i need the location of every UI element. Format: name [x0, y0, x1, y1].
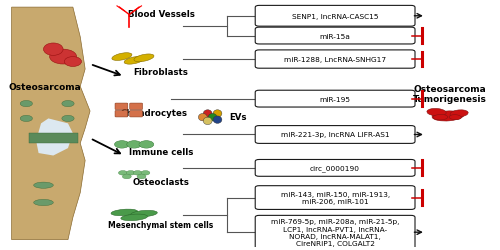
Ellipse shape — [132, 146, 136, 148]
Text: miR-1288, LncRNA-SNHG17: miR-1288, LncRNA-SNHG17 — [284, 57, 386, 63]
Ellipse shape — [213, 110, 222, 118]
FancyBboxPatch shape — [115, 104, 128, 110]
Text: SENP1, lncRNA-CASC15: SENP1, lncRNA-CASC15 — [292, 14, 378, 20]
FancyBboxPatch shape — [130, 104, 142, 110]
Ellipse shape — [204, 118, 212, 125]
Ellipse shape — [150, 144, 154, 146]
FancyBboxPatch shape — [130, 111, 142, 117]
Ellipse shape — [136, 142, 140, 144]
Polygon shape — [36, 119, 73, 156]
Ellipse shape — [140, 142, 144, 144]
FancyBboxPatch shape — [255, 91, 415, 108]
Text: miR-143, miR-150, miR-1913,
miR-206, miR-101: miR-143, miR-150, miR-1913, miR-206, miR… — [280, 191, 390, 204]
FancyBboxPatch shape — [255, 186, 415, 210]
Ellipse shape — [432, 112, 464, 122]
Ellipse shape — [140, 146, 144, 148]
Ellipse shape — [121, 214, 148, 221]
Text: Blood Vessels: Blood Vessels — [128, 10, 194, 19]
Ellipse shape — [427, 109, 446, 116]
Text: miR-221-3p, lncRNA LIFR-AS1: miR-221-3p, lncRNA LIFR-AS1 — [281, 132, 390, 138]
Ellipse shape — [111, 209, 138, 216]
Ellipse shape — [44, 44, 63, 56]
Text: miR-769-5p, miR-208a, miR-21-5p,
LCP1, lncRNA-PVT1, lncRNA-
NORAD, lncRNA-MALAT1: miR-769-5p, miR-208a, miR-21-5p, LCP1, l… — [271, 218, 400, 246]
Ellipse shape — [20, 116, 32, 122]
FancyBboxPatch shape — [255, 28, 415, 45]
Ellipse shape — [144, 146, 148, 148]
Ellipse shape — [433, 115, 448, 120]
Ellipse shape — [127, 141, 142, 148]
Ellipse shape — [34, 200, 54, 206]
Ellipse shape — [116, 146, 120, 148]
Ellipse shape — [213, 116, 222, 124]
Ellipse shape — [137, 174, 146, 179]
Ellipse shape — [208, 114, 217, 122]
Ellipse shape — [122, 174, 131, 179]
FancyBboxPatch shape — [255, 6, 415, 27]
Ellipse shape — [112, 54, 132, 61]
Polygon shape — [12, 8, 90, 240]
Polygon shape — [29, 134, 78, 143]
Text: Osteosarcoma: Osteosarcoma — [414, 85, 486, 94]
Ellipse shape — [136, 146, 140, 148]
Text: EVs: EVs — [230, 112, 247, 122]
Ellipse shape — [449, 115, 462, 120]
Text: Mesenchymal stem cells: Mesenchymal stem cells — [108, 220, 214, 229]
Ellipse shape — [125, 144, 129, 146]
Ellipse shape — [450, 110, 468, 118]
FancyBboxPatch shape — [255, 51, 415, 69]
Ellipse shape — [128, 146, 132, 148]
FancyBboxPatch shape — [255, 216, 415, 249]
Ellipse shape — [132, 141, 136, 143]
Text: Chondrocytes: Chondrocytes — [120, 108, 188, 117]
Ellipse shape — [124, 57, 144, 65]
Ellipse shape — [62, 101, 74, 107]
Ellipse shape — [127, 144, 131, 146]
Text: circ_0000190: circ_0000190 — [310, 165, 360, 172]
Ellipse shape — [50, 50, 76, 65]
Text: Immune cells: Immune cells — [129, 148, 194, 157]
Ellipse shape — [118, 171, 128, 175]
Ellipse shape — [141, 171, 150, 175]
Ellipse shape — [134, 55, 154, 62]
Ellipse shape — [124, 142, 128, 144]
Ellipse shape — [126, 171, 135, 175]
Ellipse shape — [138, 144, 141, 146]
Ellipse shape — [62, 116, 74, 122]
Ellipse shape — [124, 146, 128, 148]
Text: Osteosarcoma: Osteosarcoma — [8, 82, 81, 92]
Ellipse shape — [148, 142, 152, 144]
FancyBboxPatch shape — [255, 126, 415, 144]
Ellipse shape — [120, 146, 124, 148]
Text: Fibroblasts: Fibroblasts — [134, 68, 188, 76]
Ellipse shape — [64, 57, 82, 67]
FancyBboxPatch shape — [115, 111, 128, 117]
Ellipse shape — [20, 101, 32, 107]
Text: miR-195: miR-195 — [320, 96, 350, 102]
Text: Tumorigenesis: Tumorigenesis — [414, 95, 487, 104]
FancyBboxPatch shape — [255, 160, 415, 176]
Ellipse shape — [144, 141, 148, 143]
Text: Osteoclasts: Osteoclasts — [132, 177, 190, 186]
Ellipse shape — [198, 114, 207, 122]
Ellipse shape — [139, 141, 154, 148]
Ellipse shape — [114, 144, 118, 146]
Text: miR-15a: miR-15a — [320, 34, 350, 40]
Ellipse shape — [148, 146, 152, 148]
Ellipse shape — [34, 182, 54, 188]
Ellipse shape — [116, 142, 120, 144]
Ellipse shape — [120, 141, 124, 143]
Ellipse shape — [133, 171, 142, 175]
Ellipse shape — [139, 144, 143, 146]
Ellipse shape — [204, 110, 212, 118]
Ellipse shape — [130, 210, 158, 217]
Ellipse shape — [114, 141, 130, 148]
Ellipse shape — [128, 142, 132, 144]
